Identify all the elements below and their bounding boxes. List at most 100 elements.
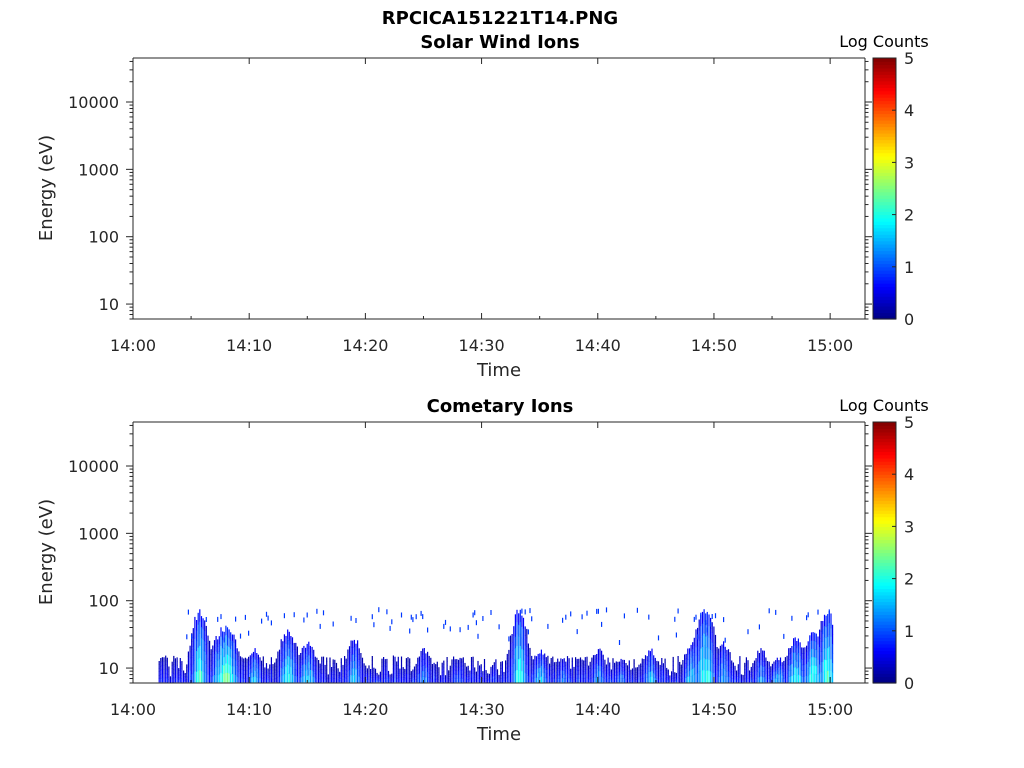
heatmap-cell [383, 677, 385, 683]
heatmap-cell [601, 661, 603, 667]
heatmap-cell [747, 663, 749, 668]
heatmap-cell [329, 661, 331, 667]
heatmap-speck [186, 634, 188, 640]
heatmap-cell [410, 674, 412, 677]
heatmap-cell [571, 661, 573, 667]
heatmap-cell [562, 674, 564, 679]
heatmap-cell [171, 665, 173, 669]
heatmap-cell [298, 677, 300, 683]
heatmap-cell [485, 676, 487, 679]
heatmap-cell [483, 659, 486, 664]
heatmap-cell [547, 677, 549, 683]
heatmap-cell [485, 678, 487, 681]
heatmap-cell [296, 670, 298, 677]
heatmap-cell [244, 661, 246, 667]
heatmap-cell [396, 661, 398, 666]
heatmap-cell [646, 673, 648, 679]
heatmap-cell [313, 660, 315, 667]
heatmap-cell [664, 666, 666, 671]
heatmap-cell [729, 677, 731, 683]
heatmap-cell [275, 674, 277, 679]
heatmap-cell [265, 672, 268, 677]
heatmap-speck [217, 616, 219, 622]
heatmap-cell [199, 633, 201, 647]
heatmap-cell [692, 662, 694, 670]
colorbar-segment [873, 250, 896, 255]
colorbar-segment [873, 309, 896, 314]
heatmap-cell [610, 677, 612, 681]
heatmap-cell [736, 678, 738, 681]
heatmap-cell [355, 662, 357, 670]
heatmap-cell [653, 668, 655, 674]
heatmap-cell [672, 665, 674, 670]
heatmap-cell [339, 675, 341, 678]
heatmap-cell [363, 678, 365, 683]
heatmap-cell [461, 662, 463, 667]
heatmap-cell [461, 658, 463, 663]
colorbar-segment [873, 490, 896, 495]
heatmap-cell [679, 661, 681, 666]
heatmap-cell [303, 657, 305, 665]
heatmap-cell [614, 675, 616, 680]
heatmap-cell [161, 657, 163, 662]
heatmap-cell [531, 673, 533, 678]
heatmap-cell [431, 664, 433, 668]
heatmap-cell [573, 671, 575, 675]
heatmap-cell [526, 673, 528, 683]
heatmap-cell [470, 665, 473, 670]
colorbar-segment [873, 614, 896, 619]
heatmap-cell [467, 673, 469, 677]
heatmap-cell [483, 678, 486, 683]
heatmap-cell [640, 669, 642, 674]
heatmap-cell [703, 633, 705, 646]
heatmap-cell [487, 677, 489, 680]
heatmap-cell [664, 658, 666, 663]
heatmap-cell [527, 675, 529, 683]
heatmap-cell [822, 671, 824, 683]
heatmap-cell [440, 679, 442, 682]
heatmap-cell [521, 637, 523, 650]
heatmap-cell [360, 677, 362, 683]
heatmap-cell [492, 673, 494, 677]
heatmap-cell [249, 664, 251, 670]
heatmap-cell [684, 659, 686, 664]
heatmap-cell [191, 649, 193, 658]
heatmap-cell [791, 670, 793, 677]
colorbar-segment [873, 559, 896, 563]
heatmap-cell [303, 651, 305, 659]
y-tick-label: 10 [99, 295, 119, 314]
heatmap-cell [295, 662, 297, 670]
heatmap-cell [161, 669, 163, 675]
heatmap-cell [671, 680, 673, 683]
heatmap-cell [796, 647, 798, 656]
colorbar-segment [873, 575, 896, 580]
heatmap-cell [516, 633, 518, 647]
heatmap-cell [285, 659, 287, 668]
heatmap-cell [529, 653, 531, 660]
heatmap-cell [326, 665, 328, 671]
heatmap-cell [290, 643, 292, 652]
heatmap-cell [628, 674, 630, 679]
heatmap-cell [591, 657, 593, 663]
heatmap-cell [196, 651, 198, 662]
heatmap-cell [779, 665, 782, 671]
heatmap-cell [482, 671, 484, 674]
heatmap-cell [217, 646, 219, 654]
heatmap-cell [244, 669, 246, 675]
heatmap-cell [435, 664, 437, 668]
heatmap-cell [248, 656, 250, 662]
heatmap-cell [257, 659, 259, 665]
heatmap-cell [222, 639, 224, 649]
heatmap-cell [830, 636, 832, 649]
heatmap-cell [511, 658, 513, 667]
heatmap-cell [327, 680, 329, 683]
heatmap-cell [505, 674, 507, 679]
heatmap-cell [636, 672, 638, 676]
heatmap-cell [601, 676, 603, 683]
colorbar-segment [873, 673, 896, 678]
heatmap-cell [698, 640, 700, 652]
heatmap-cell [705, 636, 707, 649]
heatmap-cell [350, 661, 352, 669]
heatmap-cell [532, 666, 534, 672]
heatmap-cell [692, 642, 694, 650]
